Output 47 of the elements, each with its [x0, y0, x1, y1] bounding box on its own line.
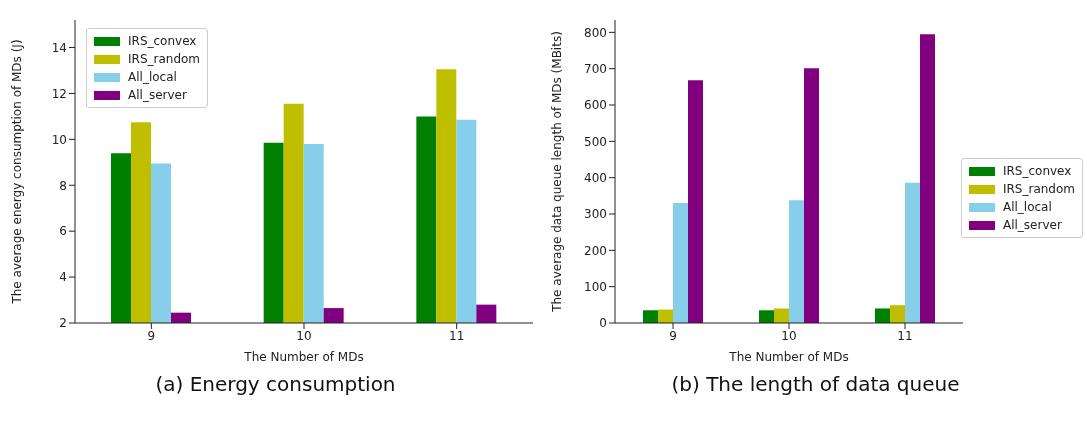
bar — [905, 182, 920, 323]
legend-label: IRS_convex — [128, 34, 197, 48]
x-tick-label: 9 — [669, 328, 677, 343]
x-axis-title: The Number of MDs — [243, 350, 364, 364]
legend-label: All_local — [128, 70, 177, 84]
bar — [789, 200, 804, 323]
y-tick-label: 4 — [59, 270, 67, 285]
bar — [804, 68, 819, 323]
y-tick-label: 400 — [584, 170, 607, 185]
y-tick-label: 100 — [584, 279, 607, 294]
legend-label: All_server — [128, 88, 187, 102]
bar — [759, 310, 774, 323]
y-tick-label: 12 — [51, 86, 67, 101]
y-axis-title: The average energy consumption of MDs (J) — [10, 39, 25, 305]
bar — [890, 305, 905, 323]
y-tick-label: 300 — [584, 207, 607, 222]
text: (b) The length of data queue — [670, 372, 961, 396]
x-tick-label: 9 — [147, 328, 156, 343]
y-tick-label: 6 — [59, 224, 67, 239]
y-tick-label: 700 — [584, 61, 607, 76]
text: (a) Energy consumption — [154, 372, 397, 396]
y-tick-label: 200 — [584, 243, 607, 258]
y-tick-label: 800 — [584, 25, 607, 40]
y-tick-label: 500 — [584, 134, 607, 149]
bar — [774, 308, 789, 323]
y-tick-label: 0 — [599, 316, 607, 331]
legend-label: All_server — [1002, 218, 1062, 232]
bar — [875, 308, 890, 323]
bar — [688, 80, 703, 323]
legend-label: IRS_random — [1002, 182, 1075, 196]
legend-label: IRS_random — [128, 52, 201, 66]
x-tick-label: 10 — [781, 328, 797, 343]
legend-label: IRS_convex — [1002, 164, 1072, 178]
y-tick-label: 14 — [51, 40, 67, 55]
x-tick-label: 10 — [296, 328, 312, 343]
bar — [673, 203, 688, 323]
y-tick-label: 2 — [59, 316, 67, 331]
bar — [643, 310, 658, 323]
y-tick-label: 10 — [51, 132, 67, 147]
y-axis-title: The average data queue length of MDs (MBits) — [550, 31, 565, 313]
x-axis-title: The Number of MDs — [728, 350, 849, 364]
legend-label: All_local — [1002, 200, 1052, 214]
bar — [920, 34, 935, 323]
x-tick-label: 11 — [449, 328, 465, 343]
y-tick-label: 8 — [59, 178, 67, 193]
y-tick-label: 600 — [584, 98, 607, 113]
x-tick-label: 11 — [897, 328, 913, 343]
